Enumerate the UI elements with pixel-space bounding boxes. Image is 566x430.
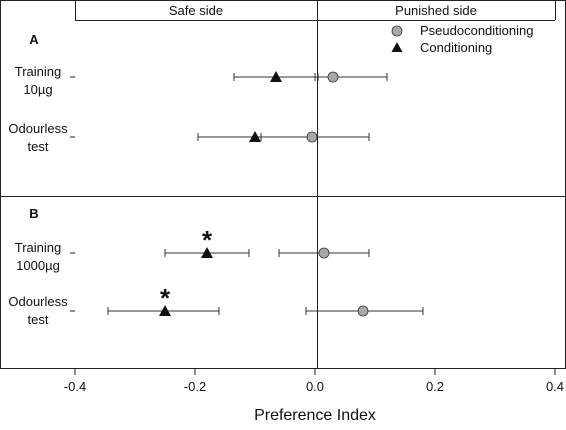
panel-label-a: A — [29, 32, 39, 47]
significance-star-1-0-0: * — [202, 225, 213, 255]
row-label-b1-line1: Training — [15, 240, 61, 255]
row-label-a2-line1: Odourless — [8, 121, 68, 136]
legend-circle-marker — [391, 25, 403, 37]
row-label-a1-line1: Training — [15, 64, 61, 79]
plot-frame — [0, 0, 566, 369]
panel-label-b: B — [29, 206, 38, 221]
header-left-label: Safe side — [169, 3, 223, 18]
legend: Pseudoconditioning Conditioning — [391, 23, 533, 55]
row-label-b2-line1: Odourless — [8, 294, 68, 309]
x-axis-ticks: -0.4 -0.2 0.0 0.2 0.4 — [64, 369, 564, 394]
circle-point-0-1-1 — [306, 131, 318, 143]
circle-point-1-0-1 — [318, 247, 330, 259]
row-label-b2-line2: test — [28, 312, 49, 327]
x-tick-label-0: -0.4 — [64, 379, 86, 394]
triangle-point-1-0-0 — [201, 247, 213, 258]
circle-point-0-0-1 — [327, 71, 339, 83]
x-axis-title: Preference Index — [254, 407, 376, 424]
legend-label-conditioning: Conditioning — [420, 40, 492, 55]
x-tick-label-1: -0.2 — [184, 379, 206, 394]
data-marks: ** — [70, 71, 424, 317]
triangle-point-0-1-0 — [249, 131, 261, 142]
header-right-label: Punished side — [395, 3, 477, 18]
significance-star-1-1-0: * — [160, 283, 171, 313]
legend-label-pseudoconditioning: Pseudoconditioning — [420, 23, 533, 38]
row-label-a2-line2: test — [28, 139, 49, 154]
row-label-b1-line2: 1000µg — [16, 258, 60, 273]
triangle-point-1-1-0 — [159, 305, 171, 316]
x-tick-label-4: 0.4 — [546, 379, 564, 394]
circle-point-1-1-1 — [357, 305, 369, 317]
legend-triangle-marker — [391, 42, 403, 52]
row-label-a1-line2: 10µg — [23, 82, 52, 97]
triangle-point-0-0-0 — [270, 71, 282, 82]
x-tick-label-2: 0.0 — [306, 379, 324, 394]
x-tick-label-3: 0.2 — [426, 379, 444, 394]
